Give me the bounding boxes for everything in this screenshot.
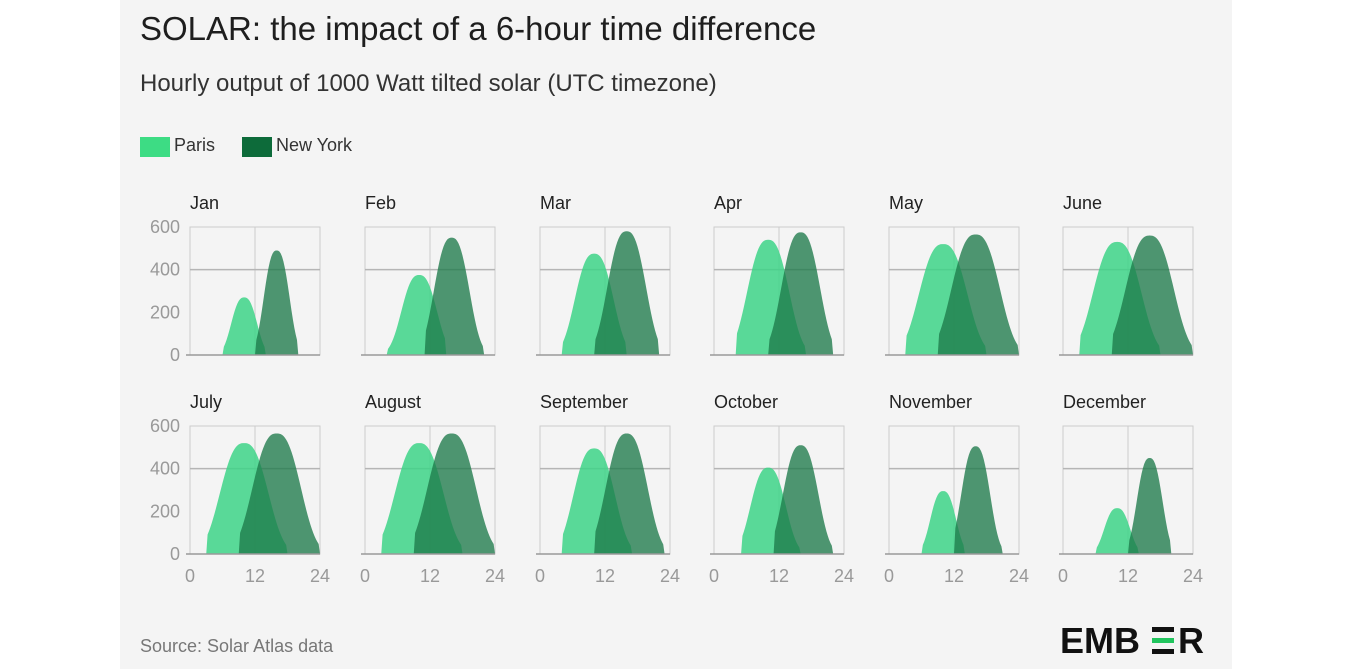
area-paris bbox=[222, 297, 266, 355]
x-tick-label: 12 bbox=[769, 566, 789, 586]
source-note: Source: Solar Atlas data bbox=[140, 636, 334, 656]
panel-june: June bbox=[1059, 193, 1194, 356]
x-tick-label: 0 bbox=[1058, 566, 1068, 586]
chart-subtitle: Hourly output of 1000 Watt tilted solar … bbox=[140, 70, 717, 97]
chart-title: SOLAR: the impact of a 6-hour time diffe… bbox=[140, 10, 817, 47]
area-new-york bbox=[937, 234, 1019, 355]
area-new-york bbox=[255, 250, 299, 355]
x-tick-label: 24 bbox=[660, 566, 680, 586]
area-new-york bbox=[238, 433, 320, 554]
x-tick-label: 12 bbox=[1118, 566, 1138, 586]
panel-title: Apr bbox=[714, 193, 742, 213]
x-tick-label: 24 bbox=[834, 566, 854, 586]
area-new-york bbox=[773, 445, 834, 554]
y-tick-label: 400 bbox=[150, 260, 180, 280]
x-tick-label: 12 bbox=[595, 566, 615, 586]
area-new-york bbox=[413, 433, 495, 554]
y-tick-label: 0 bbox=[170, 544, 180, 564]
panel-feb: Feb bbox=[361, 193, 496, 356]
x-tick-label: 24 bbox=[1183, 566, 1203, 586]
area-new-york bbox=[594, 231, 660, 355]
x-tick-label: 0 bbox=[535, 566, 545, 586]
legend-label-paris: Paris bbox=[174, 135, 216, 155]
panel-title: November bbox=[889, 392, 972, 412]
logo-bar bbox=[1152, 649, 1174, 654]
panel-december: December 0 12 24 bbox=[1058, 392, 1203, 586]
x-tick-label: 0 bbox=[884, 566, 894, 586]
logo-letters: R bbox=[1178, 620, 1204, 660]
panel-july: July 0 200 400 600 0 12 24 bbox=[150, 392, 330, 586]
panel-title: Feb bbox=[365, 193, 396, 213]
area-new-york bbox=[424, 237, 485, 355]
logo-bar bbox=[1152, 627, 1174, 632]
panel-september: September 0 12 24 bbox=[535, 392, 680, 586]
x-tick-label: 24 bbox=[485, 566, 505, 586]
panel-august: August 0 12 24 bbox=[360, 392, 505, 586]
x-tick-label: 12 bbox=[245, 566, 265, 586]
area-new-york bbox=[594, 433, 665, 554]
ember-logo: EMB R bbox=[1060, 620, 1204, 660]
x-tick-label: 24 bbox=[1009, 566, 1029, 586]
y-tick-label: 600 bbox=[150, 416, 180, 436]
panel-title: September bbox=[540, 392, 628, 412]
x-tick-label: 0 bbox=[360, 566, 370, 586]
x-tick-label: 24 bbox=[310, 566, 330, 586]
logo-bar-green bbox=[1152, 638, 1174, 643]
panel-jan: Jan 0 200 400 600 bbox=[150, 193, 321, 365]
panel-title: May bbox=[889, 193, 923, 213]
area-new-york bbox=[954, 446, 1003, 554]
panel-title: Jan bbox=[190, 193, 219, 213]
panel-title: October bbox=[714, 392, 778, 412]
panel-november: November 0 12 24 bbox=[884, 392, 1029, 586]
legend-swatch-paris bbox=[140, 137, 170, 157]
panel-title: July bbox=[190, 392, 222, 412]
logo-letters: EMB bbox=[1060, 620, 1140, 660]
area-paris bbox=[1095, 508, 1139, 554]
ember-logo-mark: EMB R bbox=[1060, 620, 1204, 660]
panel-title: June bbox=[1063, 193, 1102, 213]
legend-label-new-york: New York bbox=[276, 135, 353, 155]
x-tick-label: 12 bbox=[944, 566, 964, 586]
legend-swatch-new-york bbox=[242, 137, 272, 157]
y-tick-label: 200 bbox=[150, 501, 180, 521]
panel-title: December bbox=[1063, 392, 1146, 412]
panel-apr: Apr bbox=[710, 193, 845, 356]
chart-card bbox=[120, 0, 1232, 669]
x-tick-label: 0 bbox=[709, 566, 719, 586]
panel-title: August bbox=[365, 392, 421, 412]
panel-mar: Mar bbox=[536, 193, 671, 356]
x-tick-label: 0 bbox=[185, 566, 195, 586]
panel-october: October 0 12 24 bbox=[709, 392, 854, 586]
area-new-york bbox=[1111, 235, 1193, 355]
panel-title: Mar bbox=[540, 193, 571, 213]
y-tick-label: 200 bbox=[150, 302, 180, 322]
y-tick-label: 400 bbox=[150, 459, 180, 479]
panel-may: May bbox=[885, 193, 1020, 356]
y-tick-label: 600 bbox=[150, 217, 180, 237]
y-tick-label: 0 bbox=[170, 345, 180, 365]
area-new-york bbox=[1128, 458, 1172, 554]
area-new-york bbox=[768, 232, 834, 355]
area-paris bbox=[921, 491, 965, 554]
x-tick-label: 12 bbox=[420, 566, 440, 586]
